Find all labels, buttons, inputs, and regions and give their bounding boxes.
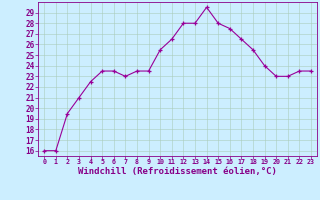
X-axis label: Windchill (Refroidissement éolien,°C): Windchill (Refroidissement éolien,°C) xyxy=(78,167,277,176)
